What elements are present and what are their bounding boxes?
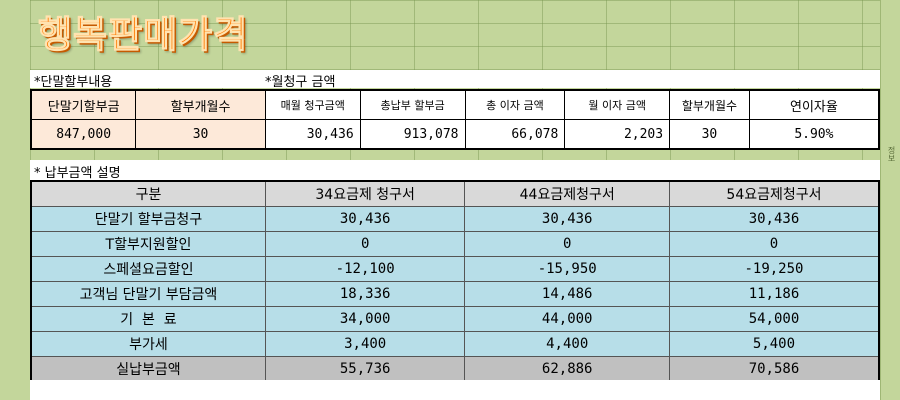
detail-cell[interactable]: 54,000 <box>668 306 880 332</box>
summary-value-cell[interactable]: 66,078 <box>464 119 566 150</box>
summary-value-cell[interactable]: 847,000 <box>30 119 137 150</box>
detail-header-cell[interactable]: 34요금제 청구서 <box>264 180 466 207</box>
summary-value-row: 847,000 30 30,436 913,078 66,078 2,203 3… <box>30 119 880 150</box>
detail-row: 부가세 3,400 4,400 5,400 <box>30 331 880 357</box>
installment-summary-table: 단말기할부금 할부개월수 매월 청구금액 총납부 할부금 총 이자 금액 월 이… <box>30 89 880 150</box>
detail-header-cell[interactable]: 44요금제청구서 <box>464 180 670 207</box>
section2-label-row <box>30 160 880 180</box>
right-strip <box>880 0 900 400</box>
detail-header-cell[interactable]: 구분 <box>30 180 266 207</box>
summary-header-cell[interactable]: 할부개월수 <box>669 89 750 120</box>
payment-detail-table: 구분 34요금제 청구서 44요금제청구서 54요금제청구서 단말기 할부금청구… <box>30 180 880 383</box>
detail-cell[interactable]: -15,950 <box>464 256 670 282</box>
side-mark: 정보 <box>887 146 896 162</box>
detail-row-label[interactable]: T할부지원할인 <box>30 231 266 257</box>
detail-cell[interactable]: 30,436 <box>264 206 466 232</box>
summary-header-cell[interactable]: 할부개월수 <box>135 89 266 120</box>
detail-row: 단말기 할부금청구 30,436 30,436 30,436 <box>30 206 880 232</box>
detail-cell[interactable]: 0 <box>464 231 670 257</box>
detail-total-cell[interactable]: 62,886 <box>464 356 670 383</box>
detail-cell[interactable]: 14,486 <box>464 281 670 307</box>
bottom-blank-row <box>30 380 880 400</box>
section1-label-left: *단말할부내용 <box>34 75 113 90</box>
detail-cell[interactable]: 18,336 <box>264 281 466 307</box>
detail-cell[interactable]: 0 <box>264 231 466 257</box>
detail-cell[interactable]: 5,400 <box>668 331 880 357</box>
detail-row: 기 본 료 34,000 44,000 54,000 <box>30 306 880 332</box>
detail-cell[interactable]: 34,000 <box>264 306 466 332</box>
section2-label: * 납부금액 설명 <box>34 166 121 181</box>
section1-label-row <box>30 70 880 88</box>
summary-value-cell[interactable]: 30,436 <box>264 119 361 150</box>
detail-cell[interactable]: 30,436 <box>668 206 880 232</box>
summary-value-cell[interactable]: 30 <box>135 119 266 150</box>
detail-total-cell[interactable]: 70,586 <box>668 356 880 383</box>
detail-header-row: 구분 34요금제 청구서 44요금제청구서 54요금제청구서 <box>30 180 880 207</box>
detail-total-label[interactable]: 실납부금액 <box>30 356 266 383</box>
detail-cell[interactable]: 3,400 <box>264 331 466 357</box>
summary-header-cell[interactable]: 총 이자 금액 <box>464 89 566 120</box>
detail-row-label[interactable]: 고객님 단말기 부담금액 <box>30 281 266 307</box>
summary-value-cell[interactable]: 913,078 <box>359 119 466 150</box>
detail-total-row: 실납부금액 55,736 62,886 70,586 <box>30 356 880 383</box>
summary-value-cell[interactable]: 30 <box>669 119 750 150</box>
summary-value-cell[interactable]: 2,203 <box>564 119 671 150</box>
detail-cell[interactable]: -12,100 <box>264 256 466 282</box>
detail-cell[interactable]: 44,000 <box>464 306 670 332</box>
detail-total-cell[interactable]: 55,736 <box>264 356 466 383</box>
detail-cell[interactable]: -19,250 <box>668 256 880 282</box>
detail-row-label[interactable]: 부가세 <box>30 331 266 357</box>
detail-row-label[interactable]: 기 본 료 <box>30 306 266 332</box>
page-title: 행복판매가격 <box>37 13 249 57</box>
summary-header-cell[interactable]: 연이자율 <box>748 89 880 120</box>
section1-label-right: 847 <box>852 73 873 86</box>
detail-row-label[interactable]: 단말기 할부금청구 <box>30 206 266 232</box>
summary-header-cell[interactable]: 월 이자 금액 <box>564 89 671 120</box>
summary-header-cell[interactable]: 총납부 할부금 <box>359 89 466 120</box>
summary-header-row: 단말기할부금 할부개월수 매월 청구금액 총납부 할부금 총 이자 금액 월 이… <box>30 89 880 120</box>
detail-row: 스페셜요금할인 -12,100 -15,950 -19,250 <box>30 256 880 282</box>
detail-cell[interactable]: 11,186 <box>668 281 880 307</box>
detail-row: T할부지원할인 0 0 0 <box>30 231 880 257</box>
detail-cell[interactable]: 30,436 <box>464 206 670 232</box>
detail-cell[interactable]: 4,400 <box>464 331 670 357</box>
detail-cell[interactable]: 0 <box>668 231 880 257</box>
summary-header-cell[interactable]: 매월 청구금액 <box>264 89 361 120</box>
detail-row: 고객님 단말기 부담금액 18,336 14,486 11,186 <box>30 281 880 307</box>
summary-header-cell[interactable]: 단말기할부금 <box>30 89 137 120</box>
detail-header-cell[interactable]: 54요금제청구서 <box>668 180 880 207</box>
section1-label-mid: *월청구 금액 <box>265 75 336 90</box>
detail-row-label[interactable]: 스페셜요금할인 <box>30 256 266 282</box>
summary-value-cell[interactable]: 5.90% <box>748 119 880 150</box>
